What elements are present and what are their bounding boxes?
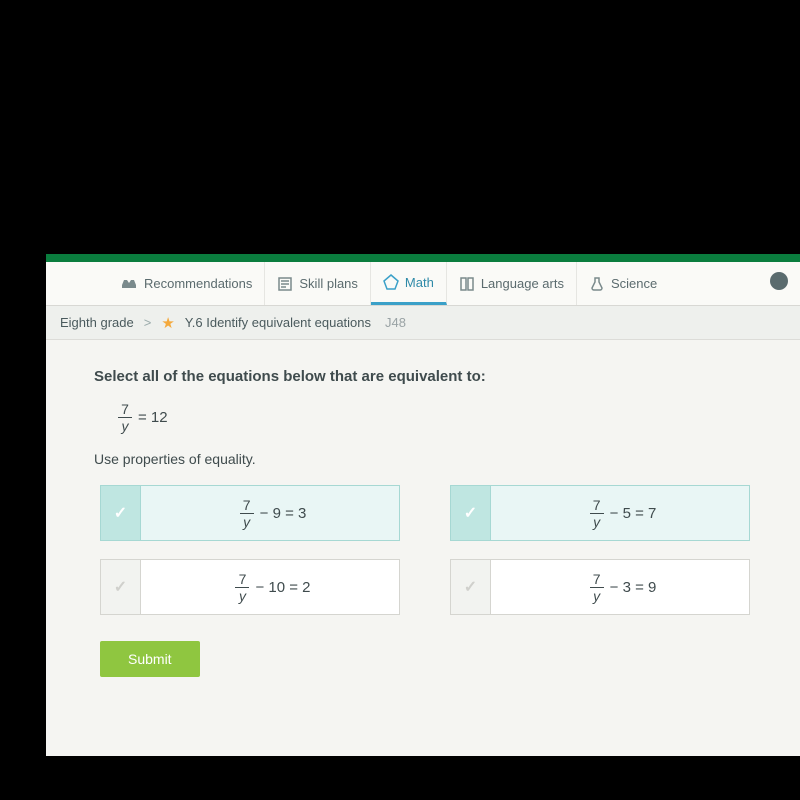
breadcrumb: Eighth grade > ★ Y.6 Identify equivalent… xyxy=(46,306,800,340)
nav-label: Skill plans xyxy=(299,276,358,291)
reference-equation: 7 y = 12 xyxy=(112,401,776,433)
nav-recommendations[interactable]: Recommendations xyxy=(110,262,265,305)
option-4[interactable]: ✓ 7y − 3 = 9 xyxy=(450,559,750,615)
nav-science[interactable]: Science xyxy=(577,262,669,305)
option-equation: 7y − 5 = 7 xyxy=(491,486,749,540)
option-equation: 7y − 3 = 9 xyxy=(491,560,749,614)
subject-nav: Recommendations Skill plans Math Languag… xyxy=(46,262,800,306)
nav-math[interactable]: Math xyxy=(371,262,447,305)
check-icon: ✓ xyxy=(451,486,491,540)
nav-label: Recommendations xyxy=(144,276,252,291)
nav-label: Language arts xyxy=(481,276,564,291)
question-area: Select all of the equations below that a… xyxy=(46,340,800,689)
option-2[interactable]: ✓ 7y − 5 = 7 xyxy=(450,485,750,541)
submit-button[interactable]: Submit xyxy=(100,641,200,677)
options-grid: ✓ 7y − 9 = 3 ✓ 7y − 5 = 7 xyxy=(100,485,776,615)
profile-icon[interactable] xyxy=(770,272,788,290)
skill-code: J48 xyxy=(385,315,406,330)
nav-skill-plans[interactable]: Skill plans xyxy=(265,262,371,305)
hint-text: Use properties of equality. xyxy=(94,451,776,467)
nav-label: Math xyxy=(405,275,434,290)
check-icon: ✓ xyxy=(101,486,141,540)
option-equation: 7y − 9 = 3 xyxy=(141,486,399,540)
option-3[interactable]: ✓ 7y − 10 = 2 xyxy=(100,559,400,615)
plan-icon xyxy=(277,276,293,292)
nav-language-arts[interactable]: Language arts xyxy=(447,262,577,305)
nav-label: Science xyxy=(611,276,657,291)
science-icon xyxy=(589,276,605,292)
option-equation: 7y − 10 = 2 xyxy=(141,560,399,614)
breadcrumb-grade[interactable]: Eighth grade xyxy=(60,315,134,330)
question-prompt: Select all of the equations below that a… xyxy=(94,368,776,385)
lang-icon xyxy=(459,276,475,292)
chevron-right-icon: > xyxy=(144,315,152,330)
breadcrumb-skill: Y.6 Identify equivalent equations xyxy=(185,315,371,330)
check-icon: ✓ xyxy=(101,560,141,614)
tray-icon xyxy=(122,276,138,292)
star-icon: ★ xyxy=(161,314,174,332)
option-1[interactable]: ✓ 7y − 9 = 3 xyxy=(100,485,400,541)
top-accent-bar xyxy=(46,254,800,262)
check-icon: ✓ xyxy=(451,560,491,614)
math-icon xyxy=(383,274,399,290)
